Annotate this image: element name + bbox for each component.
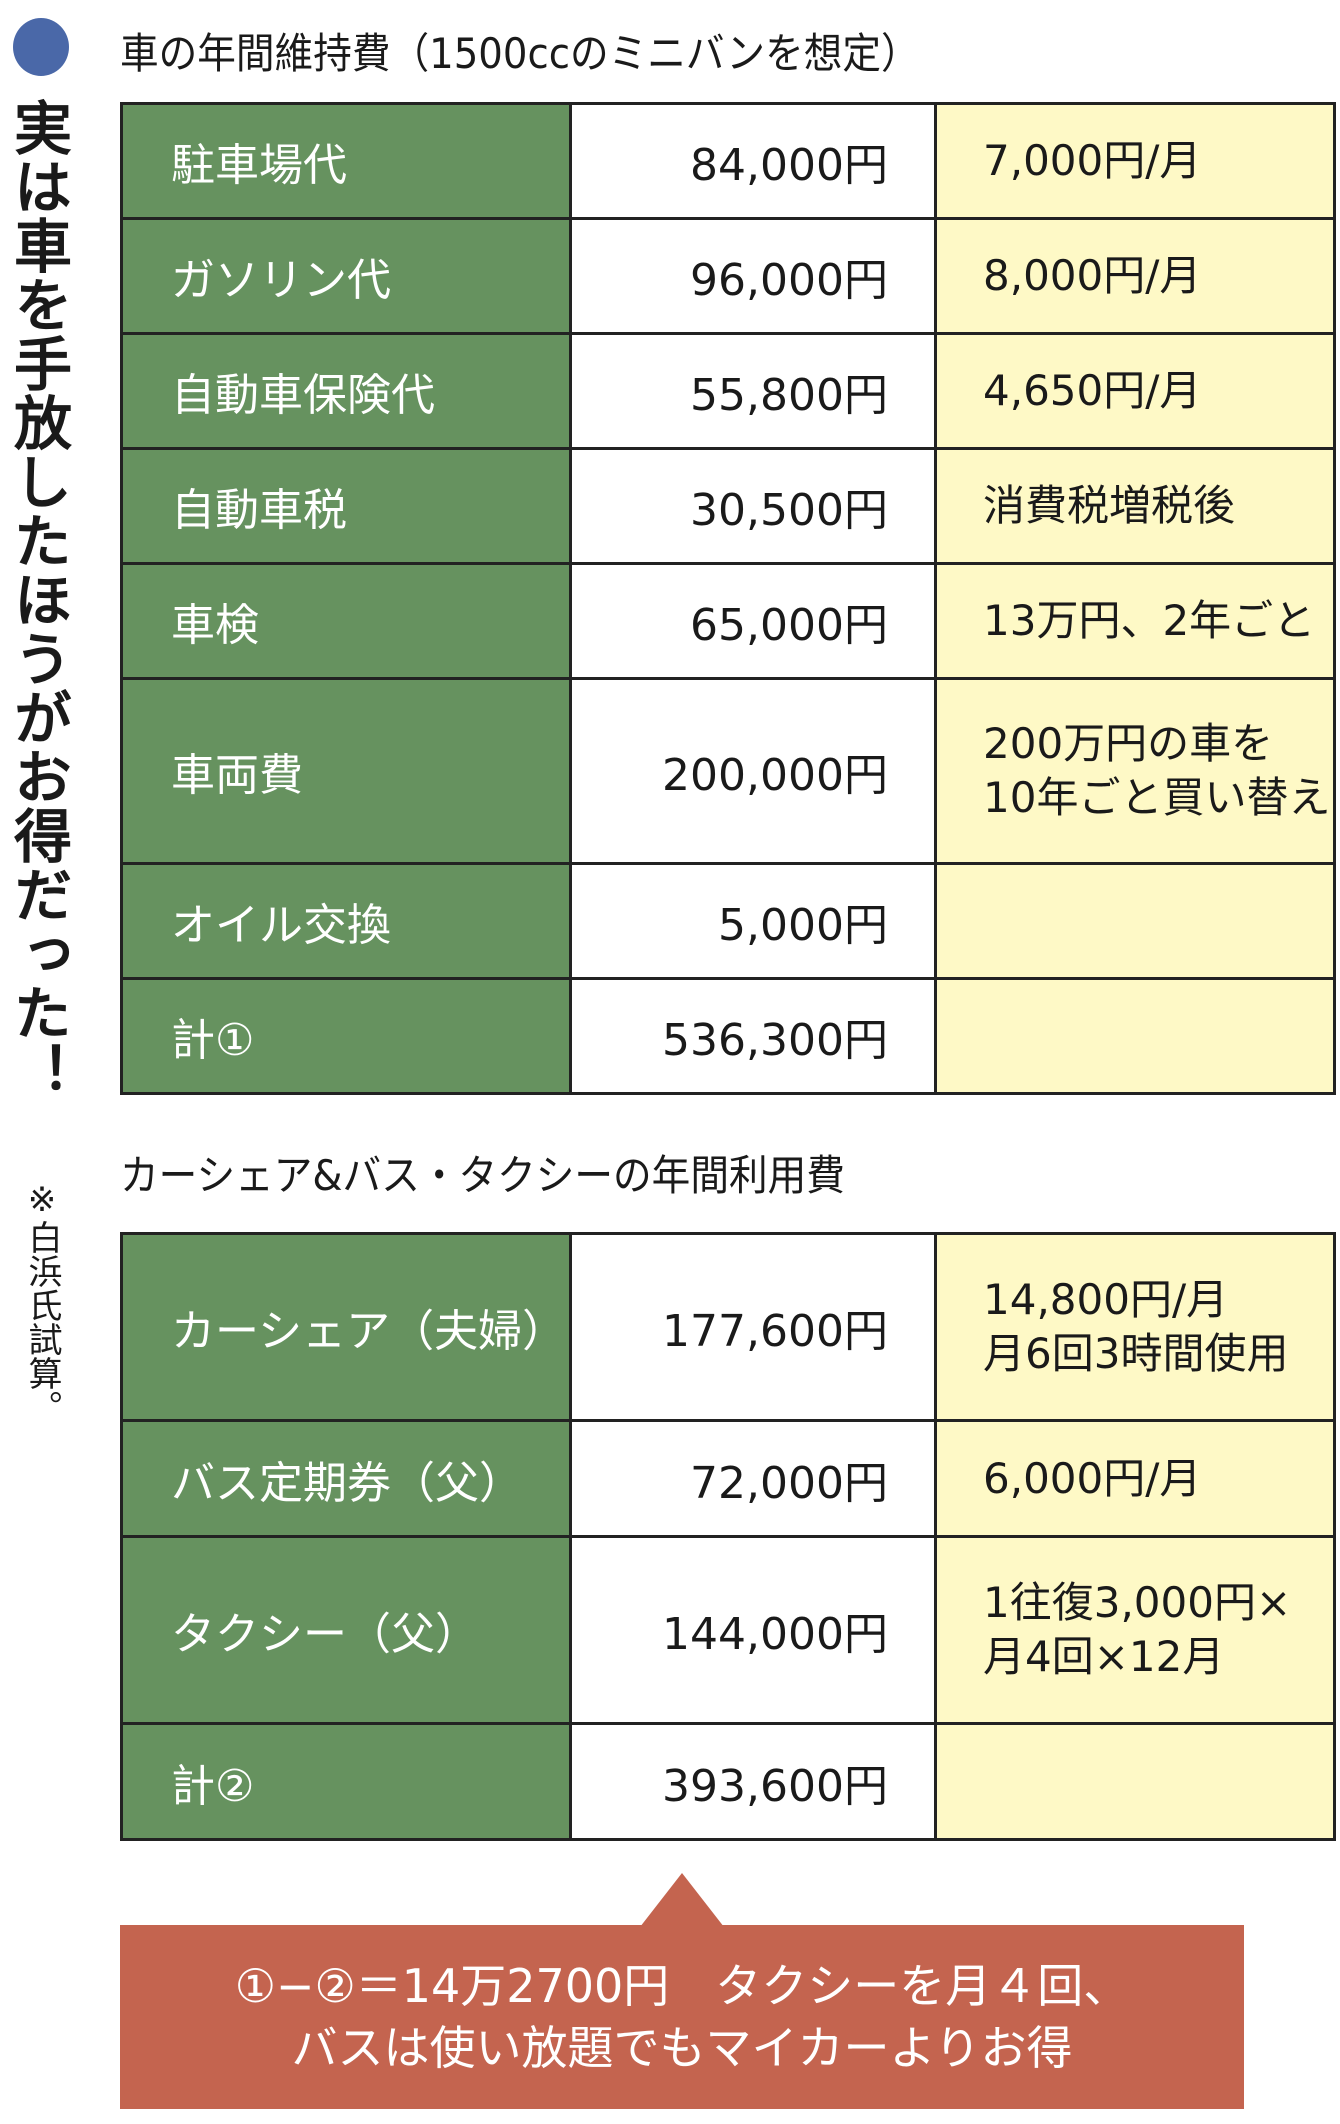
table-row: 自動車税 30,500円 消費税増税後 xyxy=(120,447,1336,565)
row-item-label: 自動車保険代 xyxy=(120,332,572,450)
table-row: 駐車場代 84,000円 7,000円/月 xyxy=(120,102,1336,220)
row-item-label: 車両費 xyxy=(120,677,572,865)
row-amount: 55,800円 xyxy=(569,332,937,450)
row-item-label: 車検 xyxy=(120,562,572,680)
table-row: 車両費 200,000円 200万円の車を 10年ごと買い替え xyxy=(120,677,1336,865)
row-item-label: バス定期券（父） xyxy=(120,1419,572,1538)
row-note xyxy=(934,862,1336,980)
table-row: 車検 65,000円 13万円、2年ごと xyxy=(120,562,1336,680)
bullet-circle-icon xyxy=(13,18,69,76)
row-amount: 200,000円 xyxy=(569,677,937,865)
row-note: 7,000円/月 xyxy=(934,102,1336,220)
row-item-label: 計② xyxy=(120,1722,572,1841)
callout-line-2: バスは使い放題でもマイカーよりお得 xyxy=(291,2021,1073,2075)
result-callout: ①−②＝14万2700円 タクシーを月４回、 バスは使い放題でもマイカーよりお得 xyxy=(120,1925,1244,2109)
row-amount: 5,000円 xyxy=(569,862,937,980)
row-amount: 393,600円 xyxy=(569,1722,937,1841)
callout-line-1: ①−②＝14万2700円 タクシーを月４回、 xyxy=(234,1959,1130,2013)
row-item-label: オイル交換 xyxy=(120,862,572,980)
table-row: タクシー（父） 144,000円 1往復3,000円× 月4回×12月 xyxy=(120,1535,1336,1725)
table2-caption: カーシェア&バス・タクシーの年間利用費 xyxy=(120,1151,845,1200)
table-row: バス定期券（父） 72,000円 6,000円/月 xyxy=(120,1419,1336,1538)
row-note: 4,650円/月 xyxy=(934,332,1336,450)
row-note xyxy=(934,1722,1336,1841)
row-note: 14,800円/月 月6回3時間使用 xyxy=(934,1232,1336,1422)
row-amount: 65,000円 xyxy=(569,562,937,680)
row-note: 13万円、2年ごと xyxy=(934,562,1336,680)
row-item-label: 駐車場代 xyxy=(120,102,572,220)
row-amount: 536,300円 xyxy=(569,977,937,1095)
table-row: 計② 393,600円 xyxy=(120,1722,1336,1841)
car-cost-table: 駐車場代 84,000円 7,000円/月 ガソリン代 96,000円 8,000円/月自… xyxy=(120,102,1336,1095)
table-row: 自動車保険代 55,800円 4,650円/月 xyxy=(120,332,1336,450)
row-amount: 144,000円 xyxy=(569,1535,937,1725)
side-note: ※白浜氏試算。 xyxy=(22,1180,62,1424)
table-row: ガソリン代 96,000円 8,000円/月 xyxy=(120,217,1336,335)
row-note: 1往復3,000円× 月4回×12月 xyxy=(934,1535,1336,1725)
side-headline: 実は車を手放したほうがお得だった！ xyxy=(4,98,72,1101)
row-note: 6,000円/月 xyxy=(934,1419,1336,1538)
row-item-label: カーシェア（夫婦） xyxy=(120,1232,572,1422)
row-amount: 30,500円 xyxy=(569,447,937,565)
table-row: カーシェア（夫婦） 177,600円 14,800円/月 月6回3時間使用 xyxy=(120,1232,1336,1422)
row-amount: 96,000円 xyxy=(569,217,937,335)
row-item-label: タクシー（父） xyxy=(120,1535,572,1725)
row-note: 消費税増税後 xyxy=(934,447,1336,565)
row-amount: 177,600円 xyxy=(569,1232,937,1422)
row-note xyxy=(934,977,1336,1095)
callout-pointer xyxy=(640,1873,724,1927)
row-note: 200万円の車を 10年ごと買い替え xyxy=(934,677,1336,865)
table-row: 計① 536,300円 xyxy=(120,977,1336,1095)
row-amount: 72,000円 xyxy=(569,1419,937,1538)
table1-caption: 車の年間維持費（1500ccのミニバンを想定） xyxy=(120,29,920,78)
alternative-cost-table: カーシェア（夫婦） 177,600円 14,800円/月 月6回3時間使用 バス定期券… xyxy=(120,1232,1336,1841)
row-note: 8,000円/月 xyxy=(934,217,1336,335)
row-item-label: 自動車税 xyxy=(120,447,572,565)
row-item-label: ガソリン代 xyxy=(120,217,572,335)
table-row: オイル交換 5,000円 xyxy=(120,862,1336,980)
row-item-label: 計① xyxy=(120,977,572,1095)
row-amount: 84,000円 xyxy=(569,102,937,220)
